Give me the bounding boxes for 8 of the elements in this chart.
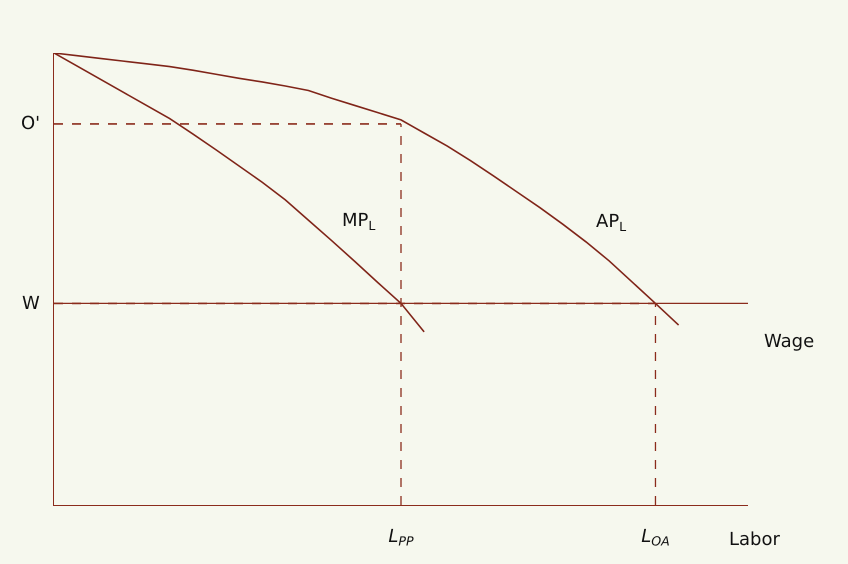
ref-line-label: Wage [764,331,814,352]
x-tick-label: L$_{OA}$ [641,526,670,549]
series-label: AP$_{L}$ [596,211,626,234]
x-tick-label: L$_{PP}$ [388,526,414,549]
x-axis-title: Labor [729,529,780,550]
series-label: O' [21,113,40,134]
series-label: W [22,293,40,314]
series-label: MP$_{L}$ [342,210,376,233]
